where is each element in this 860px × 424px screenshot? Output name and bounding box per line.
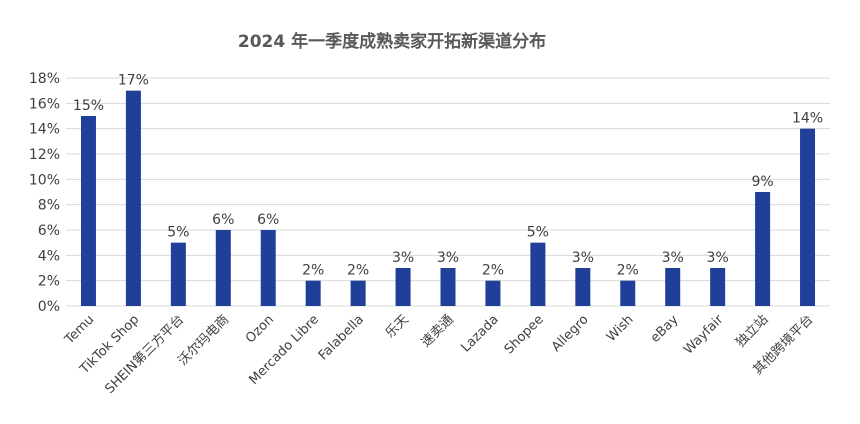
x-tick-label: Lazada: [458, 312, 501, 355]
bar: [800, 128, 816, 306]
bar: [260, 230, 276, 306]
y-tick-label: 8%: [38, 198, 60, 214]
x-tick-label: SHEIN第三方平台: [102, 312, 187, 397]
data-label: 2%: [347, 263, 369, 279]
data-label: 3%: [662, 250, 684, 266]
bar: [665, 268, 681, 306]
y-tick-label: 10%: [29, 172, 60, 188]
bar: [440, 268, 456, 306]
bar: [305, 280, 321, 306]
data-label: 6%: [257, 212, 279, 228]
data-label: 5%: [167, 225, 189, 241]
data-label: 2%: [482, 263, 504, 279]
y-tick-label: 12%: [29, 147, 60, 163]
bar: [125, 90, 141, 307]
y-tick-label: 16%: [29, 96, 60, 112]
bar: [575, 268, 591, 306]
x-tick-label: Shopee: [502, 312, 547, 357]
x-tick-label: Falabella: [316, 312, 367, 363]
gridlines: [66, 77, 830, 307]
y-tick-label: 14%: [29, 122, 60, 138]
y-tick-label: 18%: [29, 71, 60, 87]
x-tick-label: Wish: [604, 312, 637, 345]
bars: [80, 90, 816, 307]
data-label: 17%: [118, 73, 149, 89]
chart-title: 2024 年一季度成熟卖家开拓新渠道分布: [238, 31, 546, 52]
x-tick-label: Wayfair: [681, 312, 727, 358]
x-tick-label: 乐天: [383, 312, 412, 341]
data-label: 2%: [617, 263, 639, 279]
data-label: 9%: [751, 174, 773, 190]
data-label: 3%: [437, 250, 459, 266]
bar: [350, 280, 366, 306]
data-labels: 15% 17% 5% 6% 6% 2% 2% 3% 3% 2% 5% 3% 2% 3% 3% 9% 14%: [73, 73, 823, 279]
data-label: 6%: [212, 212, 234, 228]
bar: [710, 268, 726, 306]
y-tick-label: 2%: [38, 274, 60, 290]
data-label: 3%: [707, 250, 729, 266]
bar: [755, 192, 771, 306]
x-tick-label: Ozon: [243, 312, 277, 346]
x-tick-label: Temu: [61, 312, 97, 348]
data-label: 15%: [73, 98, 104, 114]
data-label: 14%: [792, 111, 823, 127]
bar: [170, 242, 186, 306]
bar: [215, 230, 231, 306]
bar: [620, 280, 636, 306]
bar: [485, 280, 501, 306]
x-tick-label: 独立站: [733, 312, 771, 350]
y-tick-label: 4%: [38, 248, 60, 264]
x-tick-label: Allegro: [549, 312, 592, 355]
data-label: 3%: [392, 250, 414, 266]
bar: [530, 242, 546, 306]
y-tick-label: 0%: [38, 299, 60, 315]
data-label: 3%: [572, 250, 594, 266]
y-axis-ticks: 0% 2% 4% 6% 8% 10% 12% 14% 16% 18%: [29, 71, 60, 315]
bar: [395, 268, 411, 306]
bar: [80, 116, 96, 306]
data-label: 2%: [302, 263, 324, 279]
y-tick-label: 6%: [38, 223, 60, 239]
data-label: 5%: [527, 225, 549, 241]
x-tick-label: eBay: [648, 312, 682, 346]
x-tick-label: 速卖通: [419, 312, 457, 350]
